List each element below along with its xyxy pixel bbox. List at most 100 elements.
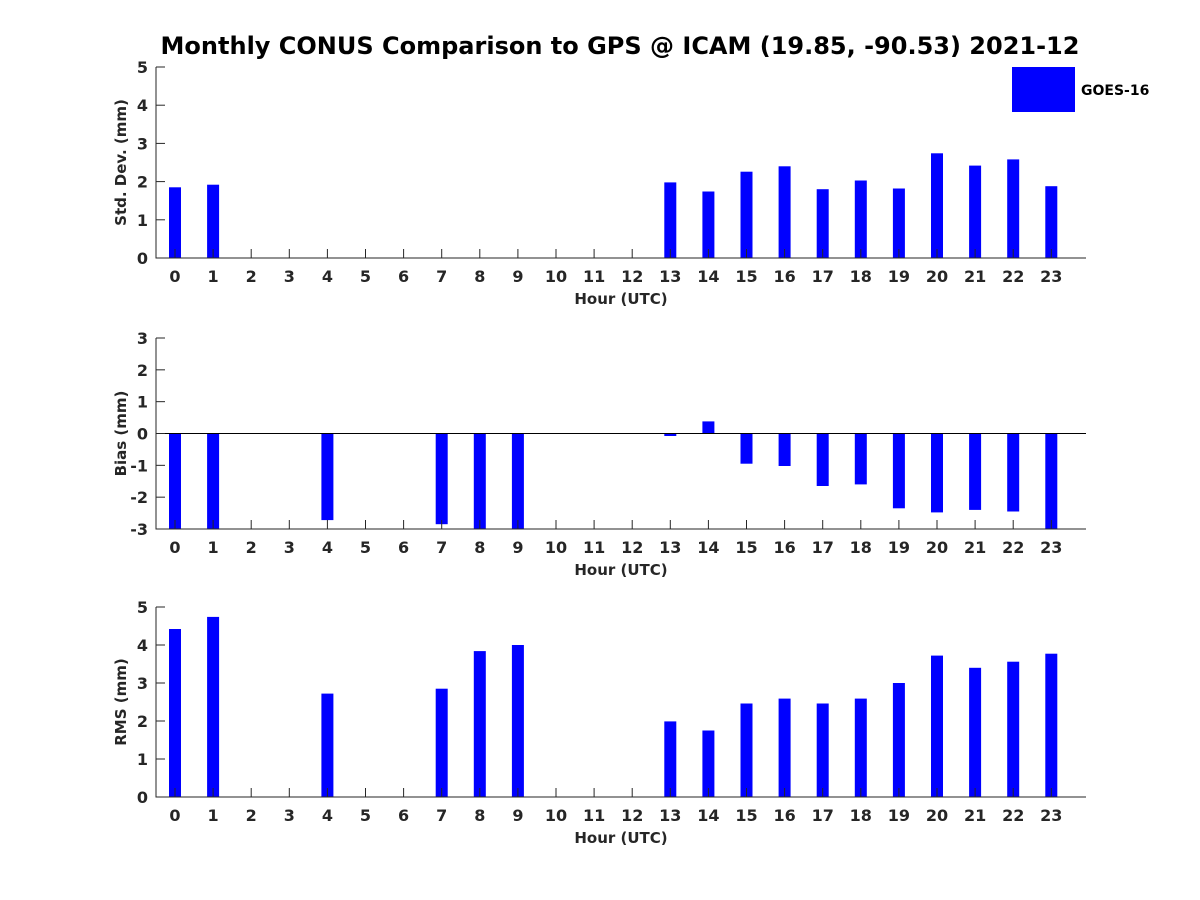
bar-hour-17 <box>816 433 829 486</box>
x-tick-label: 17 <box>812 267 834 286</box>
bar-hour-21 <box>969 433 982 510</box>
x-tick-label: 7 <box>436 806 447 825</box>
bar-hour-0 <box>169 629 181 797</box>
x-tick-label: 2 <box>246 538 257 557</box>
x-tick-label: 19 <box>888 267 910 286</box>
x-tick-label: 0 <box>169 267 180 286</box>
bar-hour-19 <box>892 188 905 258</box>
x-tick-label: 20 <box>926 267 948 286</box>
y-axis-label: RMS (mm) <box>112 658 130 745</box>
legend-label: GOES-16 <box>1081 83 1149 99</box>
bar-hour-21 <box>969 667 982 797</box>
bar-hour-1 <box>207 184 220 258</box>
y-tick-label: 3 <box>137 329 148 348</box>
x-axis-label: Hour (UTC) <box>574 829 667 847</box>
bar-hour-20 <box>931 153 943 258</box>
x-tick-label: 22 <box>1002 806 1024 825</box>
x-tick-label: 0 <box>169 538 180 557</box>
x-tick-label: 4 <box>322 538 333 557</box>
x-tick-label: 23 <box>1040 538 1062 557</box>
x-tick-label: 14 <box>697 806 719 825</box>
y-tick-label: 0 <box>137 249 148 268</box>
x-tick-label: 12 <box>621 806 643 825</box>
bar-hour-20 <box>931 433 943 513</box>
x-tick-label: 5 <box>360 538 371 557</box>
y-tick-label: 5 <box>137 598 148 617</box>
y-tick-label: 5 <box>137 58 148 77</box>
x-tick-label: 23 <box>1040 267 1062 286</box>
x-tick-label: 0 <box>169 806 180 825</box>
x-tick-label: 2 <box>246 267 257 286</box>
bar-hour-16 <box>778 698 791 797</box>
y-tick-label: 2 <box>137 361 148 380</box>
x-tick-label: 4 <box>322 267 333 286</box>
bar-hour-15 <box>740 433 753 464</box>
bar-hour-18 <box>854 698 867 797</box>
y-tick-label: 4 <box>137 636 148 655</box>
x-tick-label: 1 <box>208 267 219 286</box>
x-tick-label: 8 <box>474 806 485 825</box>
x-tick-label: 16 <box>773 267 795 286</box>
y-tick-label: 2 <box>137 173 148 192</box>
x-tick-label: 13 <box>659 806 681 825</box>
x-tick-label: 20 <box>926 806 948 825</box>
x-tick-label: 19 <box>888 806 910 825</box>
axes <box>155 607 1086 798</box>
bar-hour-20 <box>931 655 943 797</box>
x-tick-label: 8 <box>474 267 485 286</box>
bar-hour-16 <box>778 433 791 466</box>
x-tick-label: 22 <box>1002 538 1024 557</box>
x-tick-label: 15 <box>735 538 757 557</box>
bar-hour-19 <box>892 683 905 797</box>
x-tick-label: 13 <box>659 267 681 286</box>
x-tick-label: 15 <box>735 806 757 825</box>
y-axis-label: Bias (mm) <box>112 391 130 477</box>
bar-hour-15 <box>740 171 753 258</box>
x-tick-label: 16 <box>773 806 795 825</box>
y-tick-label: -3 <box>130 520 148 539</box>
x-tick-label: 9 <box>512 538 523 557</box>
bar-hour-13 <box>664 182 677 258</box>
bar-hour-7 <box>435 688 448 797</box>
x-tick-label: 5 <box>360 806 371 825</box>
bar-hour-23 <box>1045 186 1058 258</box>
x-tick-label: 9 <box>512 267 523 286</box>
x-tick-label: 10 <box>545 538 567 557</box>
bar-hour-0 <box>169 433 181 529</box>
x-tick-label: 5 <box>360 267 371 286</box>
y-tick-label: 2 <box>137 712 148 731</box>
x-tick-label: 13 <box>659 538 681 557</box>
x-tick-label: 21 <box>964 267 986 286</box>
x-tick-label: 16 <box>773 538 795 557</box>
bar-hour-4 <box>321 433 334 521</box>
x-tick-label: 23 <box>1040 806 1062 825</box>
bar-hour-9 <box>511 645 524 797</box>
bar-hour-14 <box>702 730 715 797</box>
axes <box>155 67 1086 259</box>
x-tick-label: 17 <box>812 538 834 557</box>
x-tick-label: 3 <box>284 267 295 286</box>
y-tick-label: 1 <box>137 750 148 769</box>
bar-hour-18 <box>854 180 867 258</box>
x-tick-label: 1 <box>208 538 219 557</box>
bar-hour-9 <box>511 433 524 529</box>
bar-hour-13 <box>664 721 677 797</box>
bar-hour-15 <box>740 703 753 797</box>
x-tick-label: 11 <box>583 806 605 825</box>
x-tick-label: 18 <box>850 806 872 825</box>
y-tick-label: 4 <box>137 96 148 115</box>
y-tick-label: 1 <box>137 211 148 230</box>
x-tick-label: 3 <box>284 538 295 557</box>
x-tick-label: 10 <box>545 267 567 286</box>
bar-hour-7 <box>435 433 448 525</box>
legend-swatch <box>1012 67 1075 112</box>
legend: GOES-16 <box>1012 67 1149 112</box>
x-tick-label: 19 <box>888 538 910 557</box>
bar-hour-1 <box>207 616 220 797</box>
x-tick-label: 6 <box>398 806 409 825</box>
x-axis-label: Hour (UTC) <box>574 290 667 308</box>
